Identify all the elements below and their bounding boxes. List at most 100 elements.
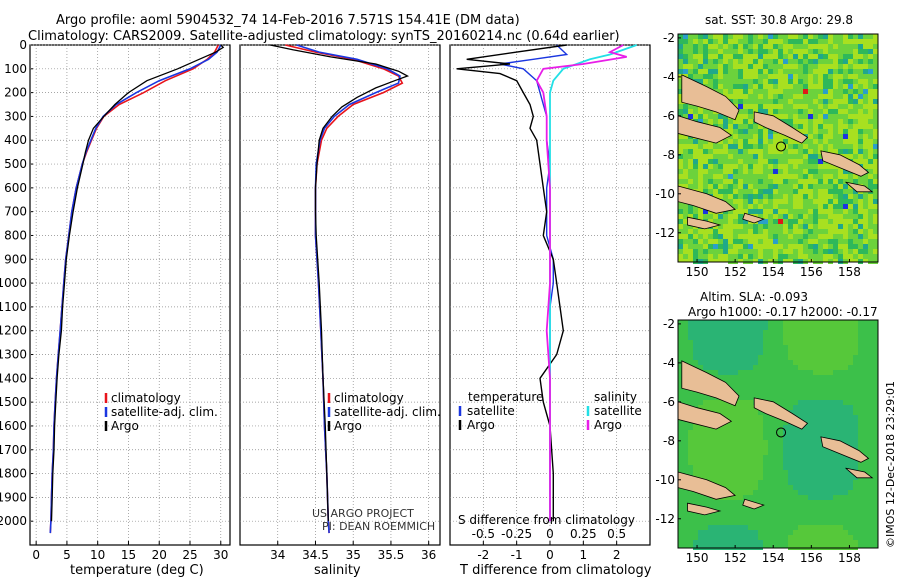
map-cell bbox=[678, 249, 683, 254]
map-cell bbox=[708, 360, 713, 365]
map-cell bbox=[853, 330, 858, 335]
map-cell bbox=[793, 44, 798, 49]
map-cell bbox=[853, 350, 858, 355]
map-cell bbox=[788, 204, 793, 209]
depth-tick-label: 1900 bbox=[0, 490, 27, 504]
map-cell bbox=[738, 435, 743, 440]
map-cell bbox=[823, 144, 828, 149]
map-cell bbox=[778, 49, 783, 54]
map-cell bbox=[733, 370, 738, 375]
map-cell bbox=[783, 440, 788, 445]
map-cell bbox=[723, 370, 728, 375]
legend-label: Argo bbox=[594, 418, 622, 432]
map-cell bbox=[818, 229, 823, 234]
map-cell bbox=[738, 330, 743, 335]
map-cell bbox=[713, 460, 718, 465]
map-cell bbox=[863, 54, 868, 59]
map-cell bbox=[693, 470, 698, 475]
map-cell bbox=[708, 430, 713, 435]
map-cell bbox=[753, 350, 758, 355]
map-cell bbox=[813, 350, 818, 355]
map-cell bbox=[828, 530, 833, 535]
map-cell bbox=[853, 540, 858, 545]
map-cell bbox=[728, 430, 733, 435]
map-cell bbox=[788, 465, 793, 470]
map-cell bbox=[733, 44, 738, 49]
map-cell bbox=[753, 209, 758, 214]
map-cell bbox=[713, 320, 718, 325]
map-cell bbox=[813, 360, 818, 365]
map-cell bbox=[728, 159, 733, 164]
map-cell bbox=[688, 460, 693, 465]
map-cell bbox=[858, 129, 863, 134]
map-cell bbox=[838, 415, 843, 420]
map-cell bbox=[698, 64, 703, 69]
map-cell bbox=[803, 109, 808, 114]
map-cell bbox=[698, 530, 703, 535]
map-cell bbox=[823, 425, 828, 430]
map-cell bbox=[688, 325, 693, 330]
map-cell bbox=[743, 84, 748, 89]
map-cell bbox=[738, 365, 743, 370]
map-cell bbox=[708, 84, 713, 89]
series-line-satellite-adj-clim- bbox=[296, 44, 401, 534]
map-cell bbox=[838, 44, 843, 49]
map-cell bbox=[798, 59, 803, 64]
map-cell bbox=[788, 199, 793, 204]
map-cell bbox=[693, 254, 698, 259]
map-cell bbox=[708, 79, 713, 84]
map-cell bbox=[838, 455, 843, 460]
map-cell bbox=[718, 450, 723, 455]
map-cell bbox=[733, 84, 738, 89]
map-cell bbox=[688, 435, 693, 440]
map-cell bbox=[753, 79, 758, 84]
map-cell bbox=[793, 360, 798, 365]
map-y-tick-label: -8 bbox=[663, 434, 675, 448]
map-cell bbox=[863, 129, 868, 134]
map-cell bbox=[803, 490, 808, 495]
map-cell bbox=[838, 79, 843, 84]
map-cell bbox=[713, 159, 718, 164]
map-cell bbox=[853, 59, 858, 64]
map-cell bbox=[788, 49, 793, 54]
map-cell bbox=[748, 49, 753, 54]
map-cell bbox=[823, 340, 828, 345]
map-cell bbox=[753, 460, 758, 465]
map-cell bbox=[833, 204, 838, 209]
map-cell bbox=[863, 199, 868, 204]
map-cell bbox=[743, 109, 748, 114]
map-cell bbox=[703, 365, 708, 370]
map-cell bbox=[713, 430, 718, 435]
map-cell bbox=[793, 219, 798, 224]
map-cell bbox=[813, 365, 818, 370]
map-cell bbox=[818, 425, 823, 430]
map-cell bbox=[803, 425, 808, 430]
map-cell bbox=[758, 54, 763, 59]
map-cell bbox=[738, 425, 743, 430]
map-cell bbox=[823, 239, 828, 244]
map-cell bbox=[723, 355, 728, 360]
map-cell bbox=[838, 104, 843, 109]
map-cell bbox=[713, 350, 718, 355]
map-cell bbox=[743, 249, 748, 254]
map-cell bbox=[758, 455, 763, 460]
map-cell bbox=[868, 254, 873, 259]
legend-label: Argo bbox=[467, 418, 495, 432]
map-cell bbox=[838, 84, 843, 89]
map-cell bbox=[813, 64, 818, 69]
map-cell bbox=[788, 119, 793, 124]
land-mass bbox=[681, 360, 740, 407]
depth-tick-label: 900 bbox=[4, 252, 27, 266]
map-cell bbox=[818, 34, 823, 39]
map-cell bbox=[843, 74, 848, 79]
map-cell bbox=[738, 39, 743, 44]
map-cell bbox=[773, 79, 778, 84]
map-cell bbox=[838, 209, 843, 214]
map-cell bbox=[708, 460, 713, 465]
map-cell bbox=[713, 84, 718, 89]
map-cell bbox=[728, 209, 733, 214]
map-cell bbox=[828, 109, 833, 114]
map-cell bbox=[858, 59, 863, 64]
map-cell bbox=[718, 234, 723, 239]
map-cell bbox=[758, 465, 763, 470]
